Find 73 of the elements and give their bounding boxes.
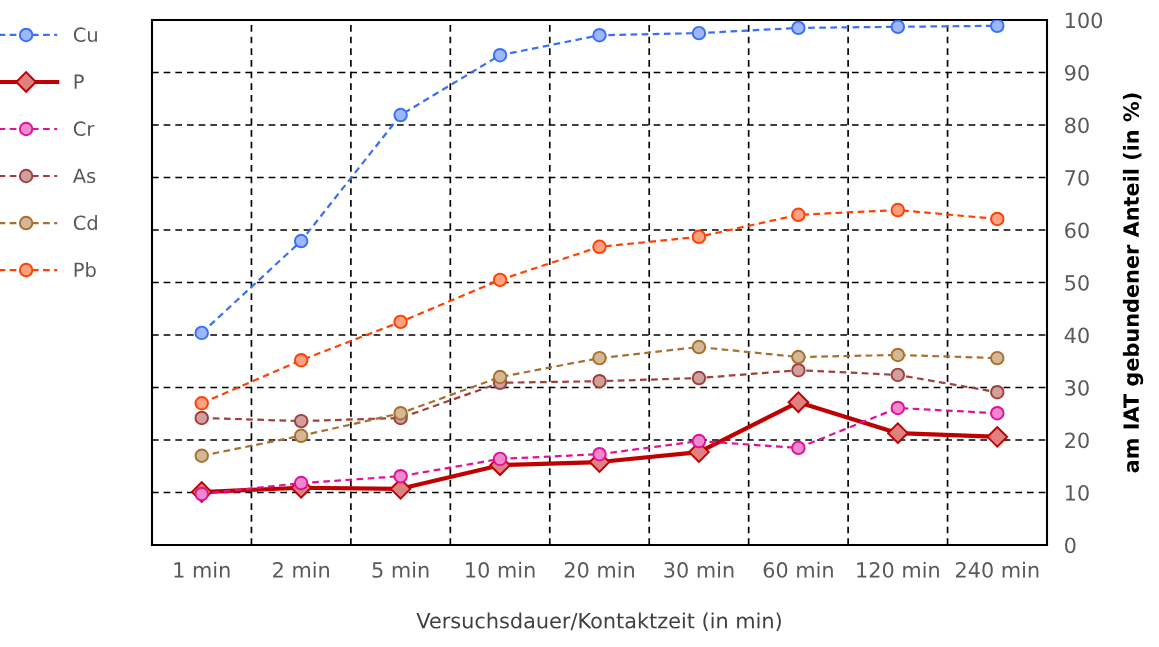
point	[393, 406, 408, 421]
point	[986, 426, 1009, 448]
legend-label: As	[72, 168, 96, 184]
point	[990, 20, 1005, 33]
point	[791, 362, 806, 378]
x-tick-label: 120 min	[857, 561, 939, 578]
point	[194, 448, 209, 463]
y-tick-label: 20	[1065, 432, 1089, 449]
x-tick-label: 60 min	[763, 561, 833, 578]
point	[393, 469, 408, 484]
y-tick-label: 40	[1064, 327, 1089, 344]
legend-label: Cr	[73, 121, 95, 137]
x-axis-title: Versuchsdauer/Kontaktzeit (in min)	[416, 612, 781, 631]
point	[691, 229, 707, 245]
point	[194, 325, 209, 341]
point	[293, 475, 309, 491]
legend-label: Cu	[73, 27, 97, 43]
legend-label: Cd	[73, 215, 97, 231]
y-tick-label: 80	[1065, 117, 1089, 134]
point	[592, 239, 607, 255]
point	[890, 347, 906, 363]
point	[787, 391, 810, 413]
point	[791, 20, 806, 36]
point	[194, 396, 209, 411]
y-tick-label: 0	[1065, 537, 1076, 554]
y-tick-label: 50	[1065, 274, 1089, 291]
legend-label: P	[74, 74, 84, 89]
x-tick-label: 30 min	[664, 561, 734, 578]
point	[990, 406, 1005, 421]
point	[592, 28, 607, 43]
point	[492, 451, 508, 467]
x-tick-label: 10 min	[466, 561, 535, 578]
y-axis-title: am IAT gebundener Anteil (in %)	[1122, 93, 1144, 473]
point	[492, 272, 508, 288]
point	[990, 385, 1005, 400]
point	[691, 370, 707, 386]
point	[791, 207, 806, 222]
point	[293, 352, 309, 368]
point	[293, 428, 309, 444]
point	[293, 413, 309, 429]
x-tick-label: 2 min	[273, 561, 329, 578]
point	[691, 339, 707, 355]
point	[887, 422, 909, 444]
x-tick-label: 1 min	[174, 561, 230, 578]
y-tick-label: 90	[1064, 64, 1089, 81]
point	[990, 211, 1005, 227]
point	[691, 25, 707, 41]
point	[890, 400, 906, 416]
x-tick-label: 240 min	[955, 561, 1039, 578]
y-tick-label: 60	[1065, 222, 1089, 239]
point	[393, 107, 408, 123]
point	[393, 314, 408, 330]
point	[890, 20, 906, 35]
x-tick-label: 20 min	[564, 561, 634, 578]
point	[492, 369, 508, 385]
point	[791, 440, 806, 456]
point	[990, 350, 1005, 366]
y-tick-label: 70	[1065, 169, 1089, 186]
point	[592, 350, 607, 366]
legend-label: Pb	[74, 262, 96, 278]
y-tick-label: 10	[1065, 484, 1089, 501]
point	[492, 47, 508, 63]
x-tick-label: 5 min	[372, 561, 429, 578]
point	[592, 373, 607, 389]
point	[890, 367, 906, 383]
point	[691, 433, 707, 449]
point	[293, 233, 309, 249]
y-tick-label: 30	[1065, 379, 1089, 396]
point	[890, 202, 906, 218]
point	[791, 349, 806, 365]
y-tick-label: 100	[1065, 12, 1103, 29]
point	[194, 410, 209, 426]
point	[592, 446, 607, 462]
